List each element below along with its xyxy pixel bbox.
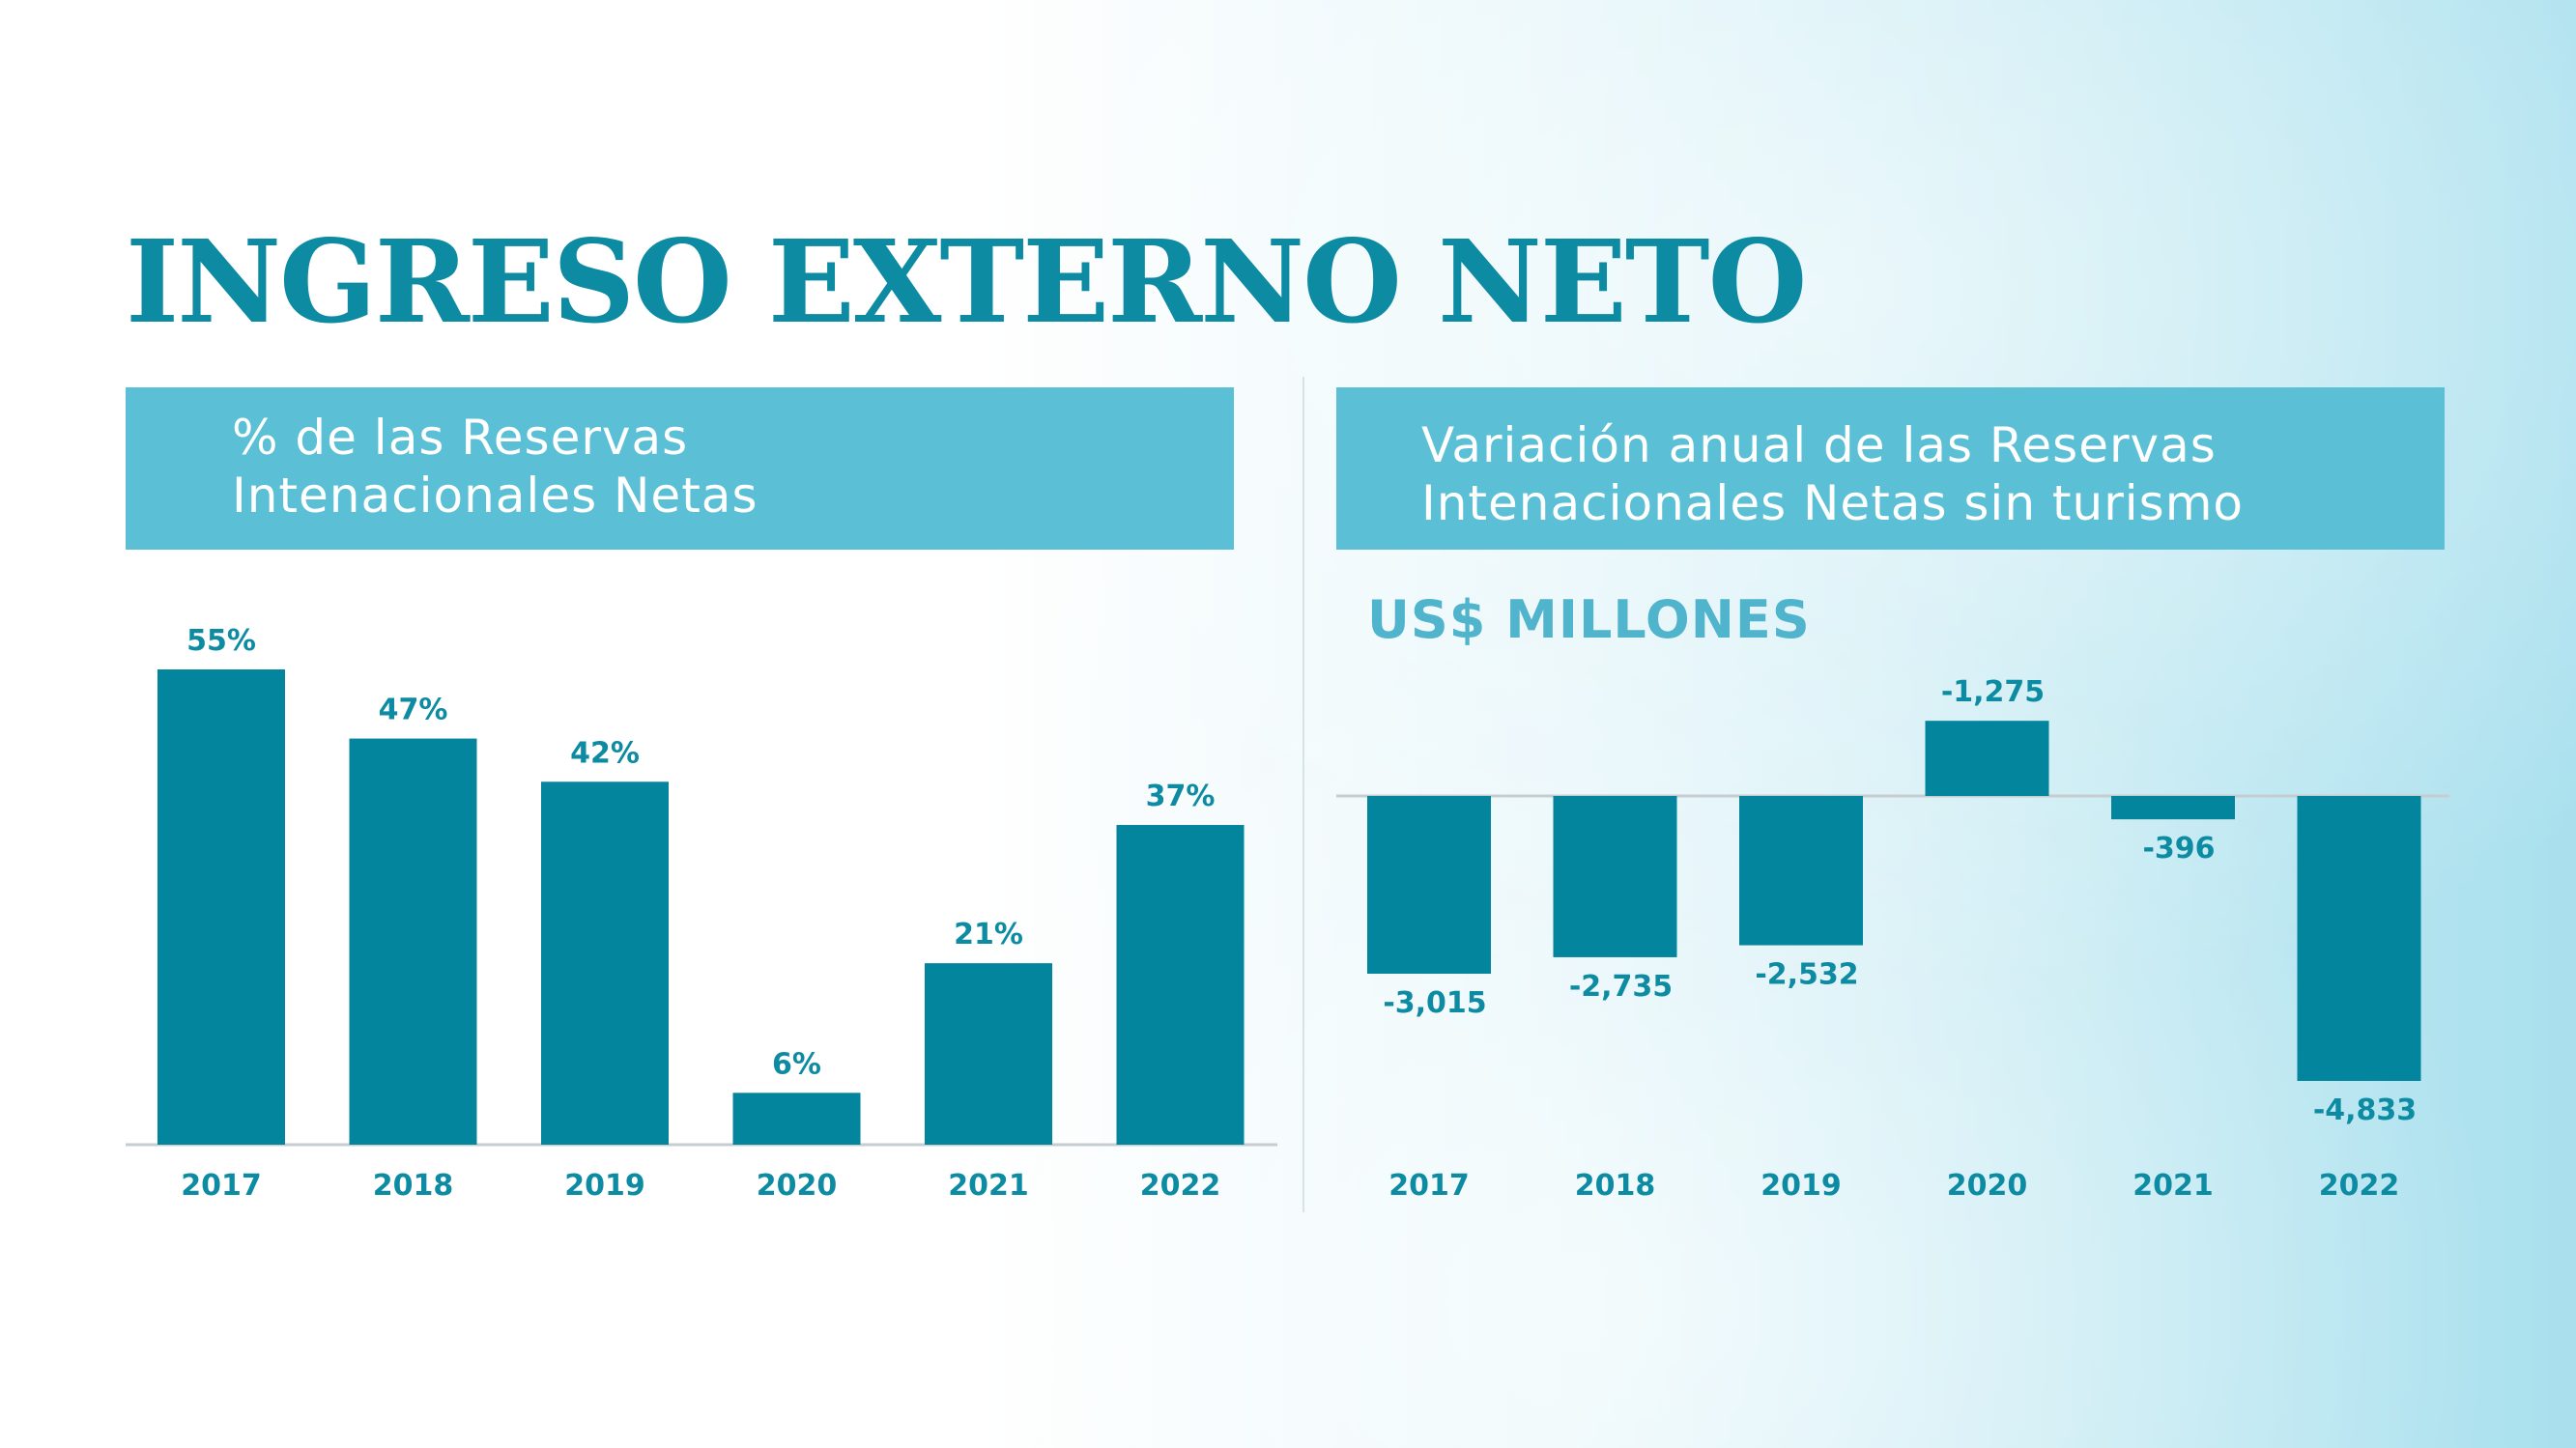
left-chart-value-label: 42% (570, 736, 640, 770)
right-chart-value-label: -3,015 (1383, 986, 1486, 1020)
right-chart-value-label: -1,275 (1941, 675, 2045, 709)
left-chart-value-label: 55% (186, 624, 256, 658)
right-chart-bar-2022 (2297, 796, 2421, 1081)
right-chart-x-tick: 2018 (1575, 1169, 1656, 1203)
right-chart-value-label: -396 (2142, 832, 2215, 866)
right-chart-bar-2017 (1367, 796, 1491, 975)
right-chart-value-label: -2,532 (1755, 958, 1858, 992)
left-chart-x-tick: 2017 (181, 1169, 262, 1203)
right-chart-bar-2019 (1739, 796, 1863, 946)
right-chart-unit-label: US$ MILLONES (1367, 589, 1811, 650)
panel-divider (1302, 377, 1304, 1212)
right-chart-bar-2020 (1925, 721, 2049, 796)
right-chart-x-tick: 2017 (1388, 1169, 1470, 1203)
left-chart-value-label: 37% (1146, 780, 1216, 813)
left-chart-bar-2020 (732, 1093, 861, 1145)
left-chart-x-tick: 2021 (948, 1169, 1029, 1203)
left-chart-title-line-1: % de las Reservas (232, 410, 689, 466)
right-chart-x-tick: 2020 (1947, 1169, 2028, 1203)
left-chart-bar-2021 (925, 963, 1052, 1145)
left-chart-bar-2022 (1116, 825, 1245, 1145)
left-chart-value-label: 21% (954, 918, 1023, 951)
left-chart-x-tick: 2019 (564, 1169, 645, 1203)
right-bar-chart: -3,015 2017 -2,735 2018 -2,532 2019 -1,275 2020… (1336, 675, 2449, 1203)
right-chart-title-line-2: Intenacionales Netas sin turismo (1421, 475, 2244, 531)
left-chart-x-tick: 2020 (757, 1169, 838, 1203)
right-chart-bar-2018 (1553, 796, 1677, 957)
left-chart-bar-2017 (157, 669, 285, 1145)
right-chart-value-label: -2,735 (1569, 970, 1673, 1004)
left-chart-x-tick: 2018 (373, 1169, 454, 1203)
left-bar-chart: 55% 2017 47% 2018 42% 2019 6% 2020 21% 2021 37% 202… (126, 624, 1277, 1203)
right-chart-x-tick: 2021 (2132, 1169, 2214, 1203)
right-chart-title-line-1: Variación anual de las Reservas (1421, 417, 2217, 473)
right-chart-x-tick: 2022 (2319, 1169, 2400, 1203)
right-chart-x-tick: 2019 (1760, 1169, 1842, 1203)
left-chart-x-tick: 2022 (1140, 1169, 1221, 1203)
left-chart-bar-2018 (349, 738, 477, 1145)
right-chart-bar-2021 (2111, 796, 2235, 820)
left-chart-bar-2019 (541, 781, 669, 1145)
left-chart-header: % de las Reservas Intenacionales Netas (126, 387, 1234, 550)
right-chart-value-label: -4,833 (2313, 1093, 2417, 1127)
left-chart-title-line-2: Intenacionales Netas (232, 468, 758, 524)
left-chart-value-label: 6% (772, 1047, 821, 1081)
left-chart-value-label: 47% (379, 694, 448, 727)
page-title: INGRESO EXTERNO NETO (126, 214, 1807, 349)
right-chart-header: Variación anual de las Reservas Intenaci… (1336, 387, 2445, 550)
